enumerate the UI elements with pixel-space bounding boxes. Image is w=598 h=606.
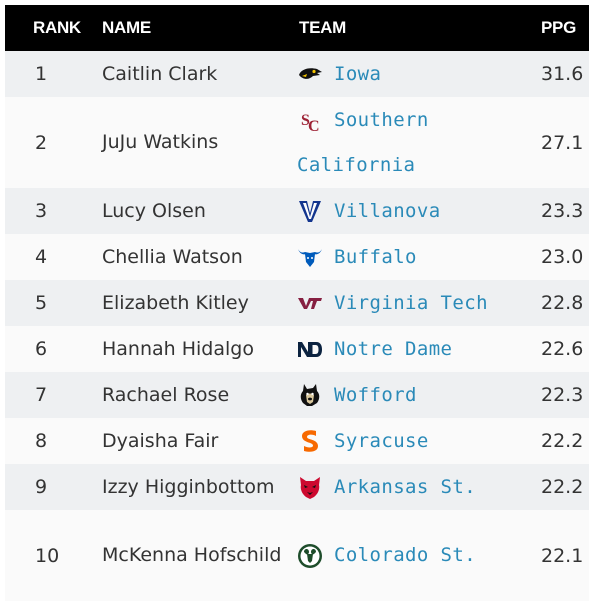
ppg-cell: 22.3 (541, 384, 584, 406)
colorado-state-ram-icon (297, 543, 323, 569)
ppg-leaders-table: RANK NAME TEAM PPG 1 Caitlin Clark Iowa … (5, 5, 589, 601)
rank-cell: 10 (35, 544, 60, 567)
rank-cell: 6 (35, 338, 48, 360)
wofford-terrier-icon (297, 382, 323, 408)
name-column-header[interactable]: NAME (102, 18, 151, 37)
player-name: Lucy Olsen (102, 200, 206, 222)
syracuse-s-icon (297, 428, 323, 454)
team-column-header[interactable]: TEAM (299, 18, 346, 37)
iowa-hawkeye-icon (297, 61, 323, 87)
table-row: 4 Chellia Watson Buffalo 23.0 (5, 234, 589, 280)
table-header: RANK NAME TEAM PPG (5, 5, 589, 51)
team-link[interactable]: Southern California (297, 108, 429, 176)
rank-cell: 1 (35, 63, 48, 85)
team-link[interactable]: Wofford (334, 384, 417, 406)
player-name: Chellia Watson (102, 246, 243, 268)
ppg-cell: 22.8 (541, 292, 584, 314)
ppg-cell: 22.6 (541, 338, 584, 360)
player-name: Izzy Higginbottom (102, 476, 275, 498)
rank-column-header[interactable]: RANK (33, 18, 81, 37)
arkansas-state-wolf-icon (297, 474, 323, 500)
virginia-tech-vt-icon (297, 290, 323, 316)
ppg-cell: 31.6 (541, 63, 584, 85)
svg-text:C: C (308, 118, 320, 134)
player-name: Hannah Hidalgo (102, 338, 254, 360)
table-row: 3 Lucy Olsen Villanova 23.3 (5, 188, 589, 234)
table-row: 10 McKenna Hofschild Colorado St. 22.1 (5, 510, 589, 601)
rank-cell: 4 (35, 246, 48, 268)
buffalo-bull-icon (297, 244, 323, 270)
team-link[interactable]: Syracuse (334, 430, 429, 452)
team-link[interactable]: Villanova (334, 200, 441, 222)
team-link[interactable]: Arkansas St. (334, 476, 477, 498)
ppg-leaders-table-container: RANK NAME TEAM PPG 1 Caitlin Clark Iowa … (5, 5, 589, 601)
ppg-cell: 22.2 (541, 476, 584, 498)
table-row: 9 Izzy Higginbottom Arkansas St. 22.2 (5, 464, 589, 510)
table-row: 7 Rachael Rose Wofford 22.3 (5, 372, 589, 418)
rank-cell: 5 (35, 292, 48, 314)
player-name: McKenna Hofschild (102, 544, 282, 566)
rank-cell: 2 (35, 131, 48, 154)
table-row: 8 Dyaisha Fair Syracuse 22.2 (5, 418, 589, 464)
table-row: 5 Elizabeth Kitley Virginia Tech 22.8 (5, 280, 589, 326)
player-name: Rachael Rose (102, 384, 230, 406)
rank-cell: 8 (35, 430, 48, 452)
table-row: 6 Hannah Hidalgo Notre Dame 22.6 (5, 326, 589, 372)
rank-cell: 7 (35, 384, 48, 406)
ppg-cell: 22.2 (541, 430, 584, 452)
table-row: 1 Caitlin Clark Iowa 31.6 (5, 51, 589, 97)
team-link[interactable]: Notre Dame (334, 338, 453, 360)
team-link[interactable]: Buffalo (334, 246, 417, 268)
player-name: Elizabeth Kitley (102, 292, 249, 314)
team-link[interactable]: Virginia Tech (334, 292, 488, 314)
rank-cell: 9 (35, 476, 48, 498)
notre-dame-nd-icon (297, 336, 323, 362)
ppg-cell: 23.3 (541, 200, 584, 222)
team-link[interactable]: Iowa (334, 63, 382, 85)
rank-cell: 3 (35, 200, 48, 222)
player-name: Caitlin Clark (102, 63, 218, 85)
header-row: RANK NAME TEAM PPG (5, 5, 589, 51)
ppg-cell: 23.0 (541, 246, 584, 268)
ppg-cell: 27.1 (541, 131, 584, 154)
team-link[interactable]: Colorado St. (334, 544, 477, 566)
svg-text:S: S (301, 112, 310, 129)
player-name: JuJu Watkins (102, 131, 219, 153)
villanova-v-icon (297, 198, 323, 224)
ppg-cell: 22.1 (541, 544, 584, 567)
table-body: 1 Caitlin Clark Iowa 31.6 2 JuJu Watkins… (5, 51, 589, 601)
ppg-column-header[interactable]: PPG (541, 18, 577, 37)
player-name: Dyaisha Fair (102, 430, 219, 452)
